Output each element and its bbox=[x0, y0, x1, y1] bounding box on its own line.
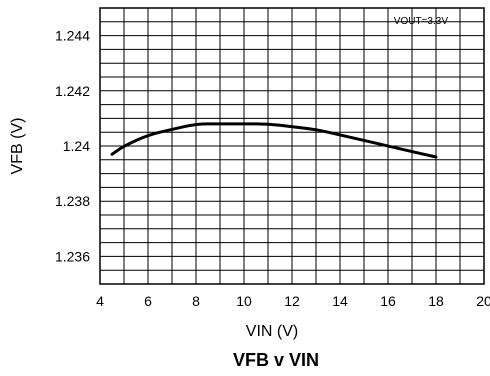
plot-frame bbox=[99, 7, 485, 285]
x-tick-label: 4 bbox=[96, 293, 104, 309]
y-tick-label: 1.244 bbox=[55, 28, 90, 44]
y-tick-label: 1.238 bbox=[55, 193, 90, 209]
x-tick-label: 16 bbox=[380, 293, 396, 309]
y-tick-label: 1.242 bbox=[55, 83, 90, 99]
x-tick-label: 20 bbox=[476, 293, 490, 309]
x-axis-label: VIN (V) bbox=[246, 323, 298, 340]
x-tick-labels: 4 6 8 10 12 14 16 18 20 bbox=[96, 293, 490, 309]
chart-title: VFB v VIN bbox=[233, 350, 319, 370]
series-layer bbox=[110, 122, 438, 159]
x-tick-label: 18 bbox=[428, 293, 444, 309]
y-axis-label: VFB (V) bbox=[9, 118, 26, 175]
x-tick-label: 6 bbox=[144, 293, 152, 309]
series-line bbox=[110, 122, 438, 159]
y-tick-labels: 1.236 1.238 1.24 1.242 1.244 bbox=[55, 28, 90, 265]
y-tick-label: 1.24 bbox=[63, 138, 90, 154]
condition-annotation: VOUT=3.3V bbox=[394, 16, 449, 27]
grid bbox=[100, 8, 484, 284]
y-tick-label: 1.236 bbox=[55, 248, 90, 264]
x-tick-label: 12 bbox=[284, 293, 300, 309]
x-tick-label: 8 bbox=[192, 293, 200, 309]
x-tick-label: 14 bbox=[332, 293, 348, 309]
x-tick-label: 10 bbox=[236, 293, 252, 309]
